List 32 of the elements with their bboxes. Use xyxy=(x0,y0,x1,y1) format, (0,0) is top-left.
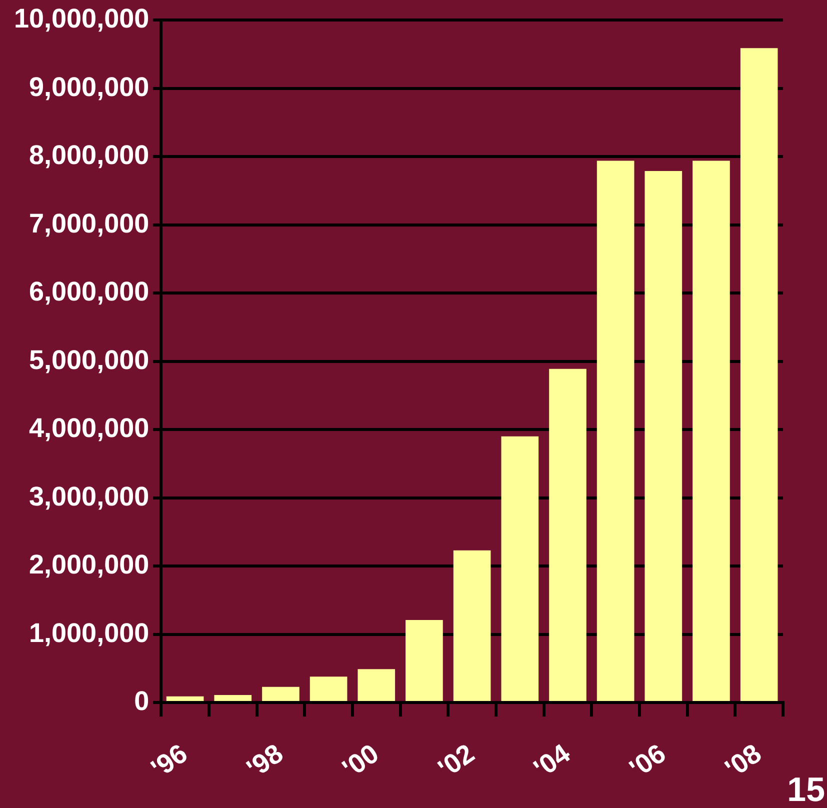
y-tick-label: 2,000,000 xyxy=(29,550,150,580)
bar xyxy=(501,436,539,702)
x-tick-label: '06 xyxy=(624,738,672,784)
text: 15 xyxy=(787,771,825,808)
y-tick-label: 5,000,000 xyxy=(29,344,150,375)
bar xyxy=(358,669,396,702)
x-tick-label: '08 xyxy=(720,738,767,784)
y-tick-label: 8,000,000 xyxy=(29,140,150,170)
bar xyxy=(596,160,634,702)
x-tick-label: '04 xyxy=(528,738,576,784)
y-tick-label: 7,000,000 xyxy=(29,208,150,238)
x-tick-label: '98 xyxy=(241,738,288,784)
bar xyxy=(262,686,300,702)
x-tick-label: '96 xyxy=(146,738,193,784)
y-tick-label: 1,000,000 xyxy=(29,618,150,648)
y-tick-label: 3,000,000 xyxy=(29,481,150,512)
bar xyxy=(692,160,730,702)
y-tick-label: 4,000,000 xyxy=(29,413,150,444)
bar xyxy=(310,676,348,702)
x-tick-label: '02 xyxy=(432,738,480,784)
y-tick-label: 10,000,000 xyxy=(14,4,150,34)
bar xyxy=(740,48,778,702)
bar xyxy=(166,696,204,702)
y-tick-label: 0 xyxy=(134,686,150,716)
y-tick-label: 6,000,000 xyxy=(29,276,150,307)
bar xyxy=(214,695,252,702)
x-tick-label: '00 xyxy=(337,738,384,784)
bar xyxy=(644,171,682,702)
bar xyxy=(453,550,491,702)
bar xyxy=(549,368,586,702)
y-tick-label: 9,000,000 xyxy=(29,72,150,102)
bar xyxy=(406,620,443,702)
